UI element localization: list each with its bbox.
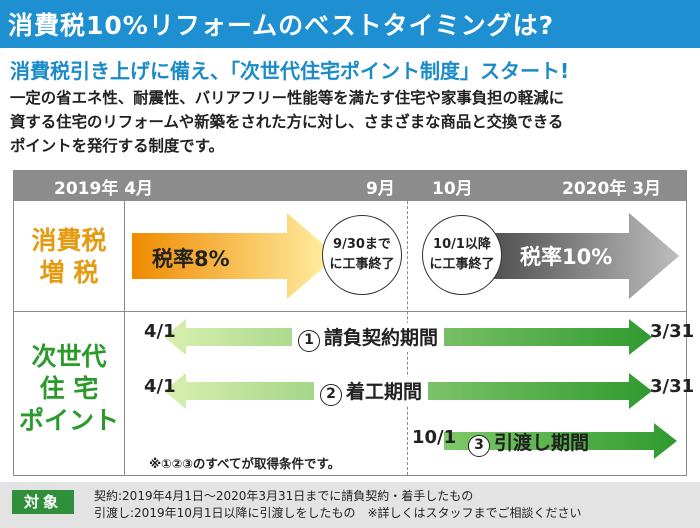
contract-period-label: 1 請負契約期間: [292, 323, 445, 352]
delivery-period-arrow: [444, 423, 677, 459]
footer: 対象 契約:2019年4月1日〜2020年3月31日までに請負契約・着手したもの…: [0, 482, 700, 528]
timeline-start: 2019年 4月: [54, 179, 154, 199]
timeline-october: 10月: [432, 179, 473, 199]
contract-start: 4/1: [144, 321, 176, 342]
footer-text: 契約:2019年4月1日〜2020年3月31日までに請負契約・着手したもの 引渡…: [94, 489, 582, 520]
contract-end: 3/31: [650, 321, 695, 342]
subheading: 消費税引き上げに備え、「次世代住宅ポイント制度」スタート!: [10, 59, 570, 83]
rate-10-label: 税率10%: [520, 245, 613, 269]
timeline-header: 2019年 4月 9月 10月 2020年 3月: [14, 171, 686, 201]
timeline-table: 2019年 4月 9月 10月 2020年 3月 消費税 増 税 税率8% 9/…: [13, 170, 694, 476]
timeline-september: 9月: [366, 179, 395, 199]
construction-start: 4/1: [144, 376, 176, 397]
delivery-start: 10/1: [412, 427, 457, 448]
points-row-label: 次世代 住 宅 ポイント: [18, 342, 119, 435]
rate-8-arrow: [132, 213, 337, 299]
page-title: 消費税10%リフォームのベストタイミングは?: [0, 0, 700, 48]
description-line: 一定の省エネ性、耐震性、バリアフリー性能等を満たす住宅や家事負担の軽減に: [10, 89, 565, 107]
condition-note: ※①②③のすべてが取得条件です。: [149, 456, 341, 471]
column-divider: [124, 201, 125, 475]
construction-period-label: 2 着工期間: [314, 377, 429, 406]
construction-end: 3/31: [650, 376, 695, 397]
tax-row-label: 消費税 増 税: [31, 226, 107, 287]
after-deadline-note: 10/1以降 に工事終了: [422, 215, 502, 295]
rate-10-arrow: [454, 213, 679, 299]
description-line: ポイントを発行する制度です。: [10, 137, 224, 155]
timeline-end: 2020年 3月: [562, 179, 662, 199]
before-deadline-note: 9/30まで に工事終了: [322, 215, 402, 295]
description: 一定の省エネ性、耐震性、バリアフリー性能等を満たす住宅や家事負担の軽減に 資する…: [10, 86, 692, 158]
delivery-period-label: 3 引渡し期間: [462, 428, 595, 457]
row-divider: [14, 311, 686, 312]
rate-8-label: 税率8%: [152, 247, 230, 271]
description-line: 資する住宅のリフォームや新築をされた方に対し、さまざまな商品と交換できる: [10, 113, 564, 131]
target-badge: 対象: [12, 490, 74, 514]
